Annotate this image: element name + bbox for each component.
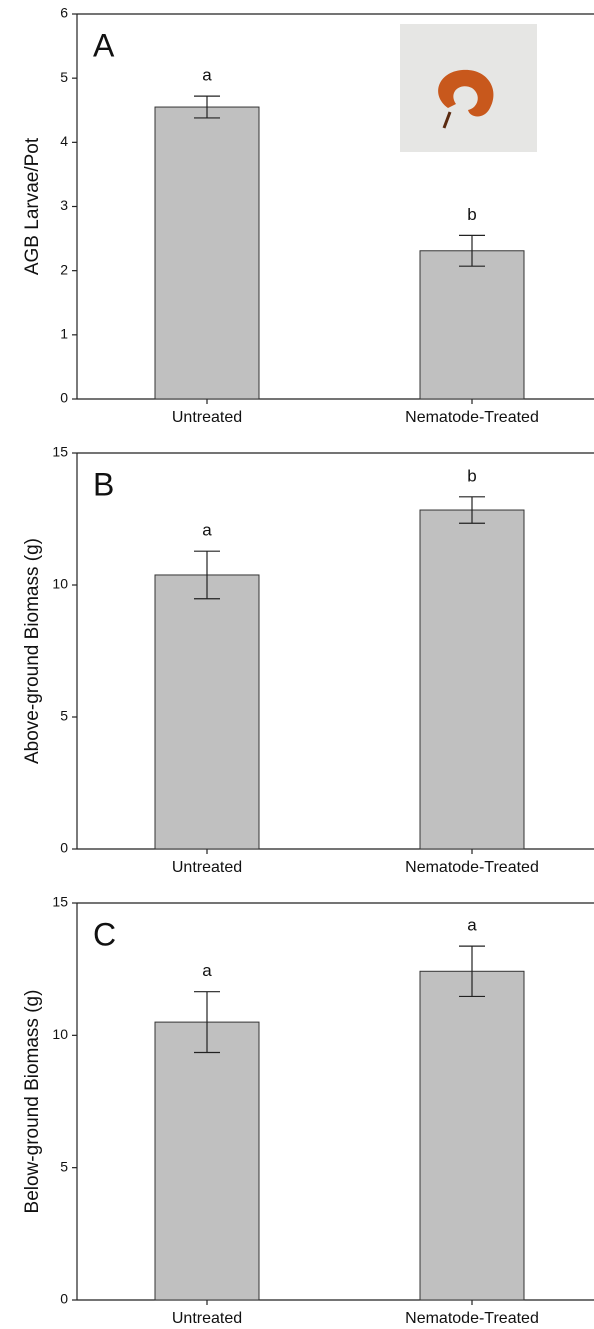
significance-letter: b (467, 466, 476, 485)
x-tick-label: Nematode-Treated (405, 1310, 539, 1327)
panel-label: A (93, 27, 115, 63)
bar (419, 250, 525, 400)
larva (438, 69, 494, 117)
y-tick-label: 5 (60, 708, 68, 724)
bar (419, 970, 525, 1301)
error-bar (459, 945, 485, 998)
significance-letter: a (467, 916, 477, 935)
y-tick-label: 0 (60, 1291, 68, 1307)
bar (154, 1021, 260, 1301)
error-bar (459, 496, 485, 524)
panel-label: C (93, 916, 116, 952)
error-bar (194, 991, 220, 1054)
y-tick-label: 1 (60, 326, 68, 342)
x-tick-label: Untreated (172, 1310, 242, 1327)
x-tick-label: Nematode-Treated (405, 859, 539, 876)
y-tick-label: 0 (60, 390, 68, 406)
y-axis-label: Below-ground Biomass (g) (22, 990, 43, 1214)
panel-label: B (93, 466, 114, 502)
bar (154, 574, 260, 850)
bar (154, 106, 260, 400)
significance-letter: b (467, 205, 476, 224)
significance-letter: a (202, 521, 212, 540)
significance-letter: a (202, 961, 212, 980)
y-axis-label: AGB Larvae/Pot (22, 137, 43, 275)
y-tick-label: 5 (60, 69, 68, 85)
bar (419, 509, 525, 850)
y-tick-label: 10 (52, 1026, 68, 1042)
larva-photo (400, 24, 537, 152)
y-tick-label: 2 (60, 261, 68, 277)
larva-leg (442, 111, 452, 129)
x-tick-label: Untreated (172, 409, 242, 426)
x-tick-label: Untreated (172, 859, 242, 876)
significance-letter: a (202, 66, 212, 85)
y-tick-label: 0 (60, 840, 68, 856)
y-tick-label: 15 (52, 444, 68, 460)
y-axis-label: Above-ground Biomass (g) (22, 538, 43, 764)
x-tick-label: Nematode-Treated (405, 409, 539, 426)
error-bar (194, 95, 220, 119)
y-tick-label: 5 (60, 1158, 68, 1174)
y-tick-label: 3 (60, 197, 68, 213)
photo-background (400, 24, 537, 152)
error-bar (194, 550, 220, 600)
y-tick-label: 15 (52, 894, 68, 910)
y-tick-label: 10 (52, 576, 68, 592)
y-tick-label: 6 (60, 5, 68, 21)
y-tick-label: 4 (60, 133, 68, 149)
error-bar (459, 234, 485, 267)
